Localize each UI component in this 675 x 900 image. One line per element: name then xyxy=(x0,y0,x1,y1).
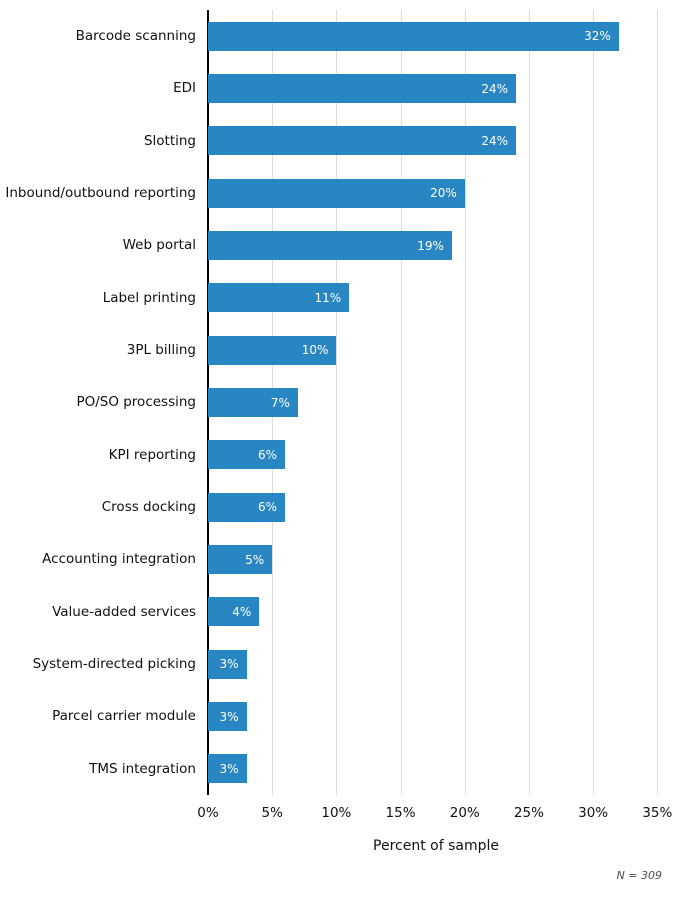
bar-value-label: 32% xyxy=(584,29,611,44)
bar-value-label: 7% xyxy=(270,395,290,410)
bar-value-label: 24% xyxy=(481,81,509,96)
bar-value-label: 6% xyxy=(257,447,278,462)
bar: 19% xyxy=(208,231,452,260)
x-tick-label: 0% xyxy=(197,805,219,821)
bar: 4% xyxy=(208,597,260,627)
gridline xyxy=(528,10,530,795)
x-tick-label: 30% xyxy=(578,805,609,821)
bar: 3% xyxy=(208,649,247,679)
x-tick-label: 10% xyxy=(321,805,352,821)
bar-value-label: 6% xyxy=(257,500,278,515)
bar: 24% xyxy=(208,126,517,156)
category-label: Parcel carrier module xyxy=(52,708,196,725)
bar-value-label: 4% xyxy=(232,604,252,619)
gridline xyxy=(657,10,659,795)
category-label: Label printing xyxy=(102,289,196,306)
category-label: EDI xyxy=(173,80,196,97)
x-axis-label: Percent of sample xyxy=(373,838,499,854)
bar: 32% xyxy=(208,21,619,51)
bar: 7% xyxy=(208,388,298,417)
x-tick-label: 20% xyxy=(449,805,480,821)
bar-value-label: 3% xyxy=(219,761,239,776)
category-label: Web portal xyxy=(122,237,196,254)
x-tick-label: 25% xyxy=(513,805,544,821)
category-label: 3PL billing xyxy=(126,342,196,359)
category-label: Value-added services xyxy=(52,603,196,620)
category-label: Slotting xyxy=(143,132,196,149)
category-label: TMS integration xyxy=(89,760,196,777)
bar-value-label: 20% xyxy=(430,186,457,201)
x-tick-label: 15% xyxy=(385,805,416,821)
bar: 11% xyxy=(208,283,350,313)
bar: 6% xyxy=(208,440,286,470)
category-label: PO/SO processing xyxy=(76,394,196,411)
bar: 20% xyxy=(208,178,465,208)
category-label: Accounting integration xyxy=(42,551,196,568)
category-label: System-directed picking xyxy=(32,656,196,673)
x-tick-label: 35% xyxy=(642,805,673,821)
bar: 3% xyxy=(208,754,247,784)
bar-value-label: 3% xyxy=(219,709,239,724)
category-label: Barcode scanning xyxy=(75,28,196,45)
bar: 5% xyxy=(208,545,273,574)
x-tick-label: 5% xyxy=(261,805,283,821)
bar: 24% xyxy=(208,74,517,103)
gridline xyxy=(464,10,466,795)
bar: 10% xyxy=(208,335,337,365)
bar-value-label: 24% xyxy=(481,133,509,148)
category-label: KPI reporting xyxy=(108,446,196,463)
bar: 6% xyxy=(208,492,286,522)
bar-value-label: 3% xyxy=(219,657,239,672)
bar-value-label: 10% xyxy=(301,343,329,358)
gridline xyxy=(400,10,402,795)
category-label: Inbound/outbound reporting xyxy=(5,185,196,202)
category-label: Cross docking xyxy=(101,499,196,516)
bar-value-label: 5% xyxy=(245,552,265,567)
bar: 3% xyxy=(208,702,247,731)
gridline xyxy=(336,10,338,795)
bar-value-label: 11% xyxy=(314,290,342,305)
sample-size-note: N = 309 xyxy=(616,869,662,882)
gridline xyxy=(593,10,595,795)
plot-area: 32% 24% 24% 20% 19% 11% 10% 7% 6% 6% 5% 4% 3% 3% 3% xyxy=(207,10,665,795)
bar-value-label: 19% xyxy=(417,238,444,253)
